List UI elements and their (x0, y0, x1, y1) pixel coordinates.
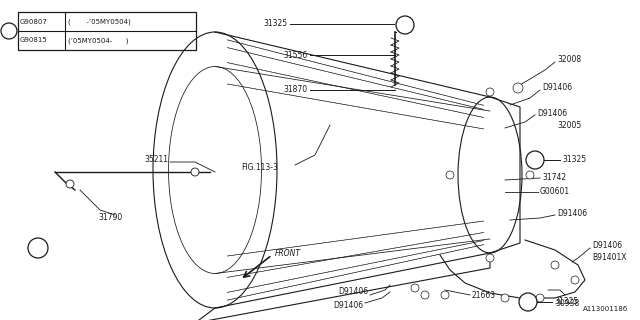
Text: G00601: G00601 (540, 188, 570, 196)
Text: FRONT: FRONT (275, 249, 301, 258)
Text: G90807: G90807 (20, 19, 48, 25)
Circle shape (519, 293, 537, 311)
Text: A113001186: A113001186 (583, 306, 628, 312)
Text: B91401X: B91401X (592, 253, 627, 262)
Circle shape (191, 168, 199, 176)
Text: 21663: 21663 (472, 291, 496, 300)
Text: D91406: D91406 (537, 108, 567, 117)
Text: 31325: 31325 (554, 298, 578, 307)
Circle shape (446, 171, 454, 179)
Text: 32008: 32008 (557, 55, 581, 65)
Circle shape (571, 276, 579, 284)
Circle shape (486, 254, 494, 262)
Circle shape (1, 23, 17, 39)
Text: 32005: 32005 (557, 121, 581, 130)
Text: 31325: 31325 (264, 20, 288, 28)
Circle shape (66, 180, 74, 188)
Circle shape (486, 88, 494, 96)
Text: (’05MY0504-      ): (’05MY0504- ) (68, 37, 129, 44)
Text: 1: 1 (403, 22, 407, 28)
Bar (18, 12, 196, 50)
Text: 31325: 31325 (562, 156, 586, 164)
Text: FIG.113-3: FIG.113-3 (241, 164, 278, 172)
Text: 31556: 31556 (284, 51, 308, 60)
Circle shape (551, 261, 559, 269)
Text: 1: 1 (532, 157, 537, 163)
Text: 1: 1 (525, 299, 531, 305)
Text: 31870: 31870 (284, 85, 308, 94)
Text: 1: 1 (35, 244, 40, 252)
Text: D91406: D91406 (542, 84, 572, 92)
Circle shape (411, 284, 419, 292)
Text: D91406: D91406 (338, 287, 368, 297)
Circle shape (28, 238, 48, 258)
Text: D91406: D91406 (557, 209, 587, 218)
Text: 1: 1 (6, 27, 12, 36)
Text: D91406: D91406 (333, 300, 363, 309)
Text: (       -’05MY0504): ( -’05MY0504) (68, 18, 131, 25)
Text: G90815: G90815 (20, 37, 48, 44)
Circle shape (441, 291, 449, 299)
Text: 30938: 30938 (555, 299, 579, 308)
Circle shape (421, 291, 429, 299)
Text: D91406: D91406 (592, 241, 622, 250)
Text: 31742: 31742 (542, 173, 566, 182)
Text: 31790: 31790 (98, 213, 122, 222)
Circle shape (513, 83, 523, 93)
Circle shape (526, 171, 534, 179)
Circle shape (536, 294, 544, 302)
Circle shape (501, 294, 509, 302)
Circle shape (526, 151, 544, 169)
Circle shape (396, 16, 414, 34)
Text: 35211: 35211 (144, 156, 168, 164)
